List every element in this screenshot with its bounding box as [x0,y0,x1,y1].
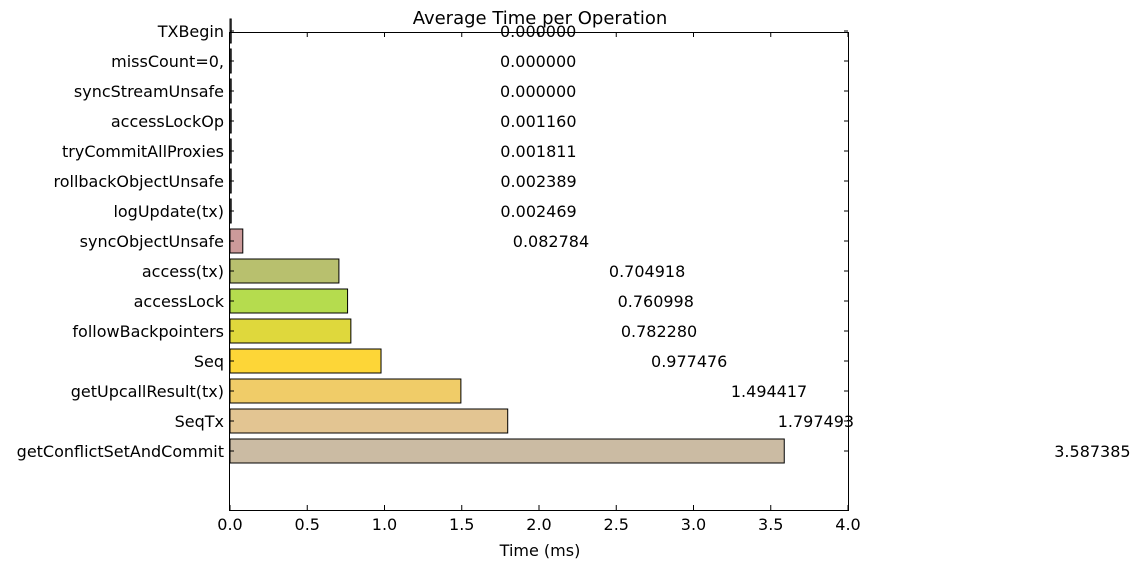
bar-value-label: 0.001160 [500,112,576,131]
bar-value-label: 1.797493 [778,412,854,431]
x-axis-label: Time (ms) [499,541,581,560]
category-tick-label: missCount=0, [111,52,224,71]
bar-value-label: 0.000000 [500,82,576,101]
x-tick-label: 2.0 [526,515,551,534]
category-tick-label: rollbackObjectUnsafe [53,172,224,191]
bar [229,408,509,434]
bar-value-label: 0.704918 [609,262,685,281]
bar-value-label: 0.760998 [618,292,694,311]
value-labels-layer: 0.000000 0.000000 0.000000 0.001160 0.001811… [500,22,1131,461]
x-tick-label: 1.0 [372,515,397,534]
x-tick-label: 3.5 [758,515,783,534]
x-tick-label: 4.0 [835,515,860,534]
bar-value-label: 0.002469 [500,202,576,221]
bar-value-label: 0.082784 [513,232,589,251]
chart-title: Average Time per Operation [413,8,668,29]
category-tick-label: followBackpointers [72,322,224,341]
category-tick-label: accessLock [134,292,225,311]
bars-layer [229,18,785,464]
category-tick-label: getConflictSetAndCommit [17,442,224,461]
category-tick-label: getUpcallResult(tx) [71,382,224,401]
x-tick-label: 2.5 [604,515,629,534]
category-tick-label: Seq [194,352,224,371]
bar-value-label: 0.782280 [621,322,697,341]
category-tick-label: tryCommitAllProxies [62,142,224,161]
bar [229,318,352,344]
x-tick-label: 0.0 [217,515,242,534]
category-tick-label: SeqTx [175,412,224,431]
bar [229,438,785,464]
bar [229,288,349,314]
bar [229,348,382,374]
bar-value-label: 0.000000 [500,52,576,71]
bar-value-label: 0.977476 [651,352,727,371]
plot-frame [229,32,849,511]
bar [229,258,340,284]
bar-value-label: 0.001811 [500,142,576,161]
category-tick-label: syncObjectUnsafe [80,232,224,251]
bar [229,378,462,404]
category-tick-label: logUpdate(tx) [113,202,224,221]
category-tick-label: accessLockOp [111,112,224,131]
bar-value-label: 0.000000 [500,22,576,41]
bar-value-label: 1.494417 [731,382,807,401]
x-tick-label: 0.5 [295,515,320,534]
category-tick-label: access(tx) [142,262,224,281]
ticks-layer: 0.0 0.5 1.0 1.5 2.0 2.5 3.0 3.5 4.0 [217,30,861,534]
bar-value-label: 0.002389 [500,172,576,191]
x-tick-label: 1.5 [449,515,474,534]
x-tick-label: 3.0 [681,515,706,534]
category-tick-label: syncStreamUnsafe [74,82,224,101]
category-labels-layer: TXBegin missCount=0, syncStreamUnsafe acces… [17,22,225,461]
bar-value-label: 3.587385 [1054,442,1130,461]
category-tick-label: TXBegin [157,22,224,41]
